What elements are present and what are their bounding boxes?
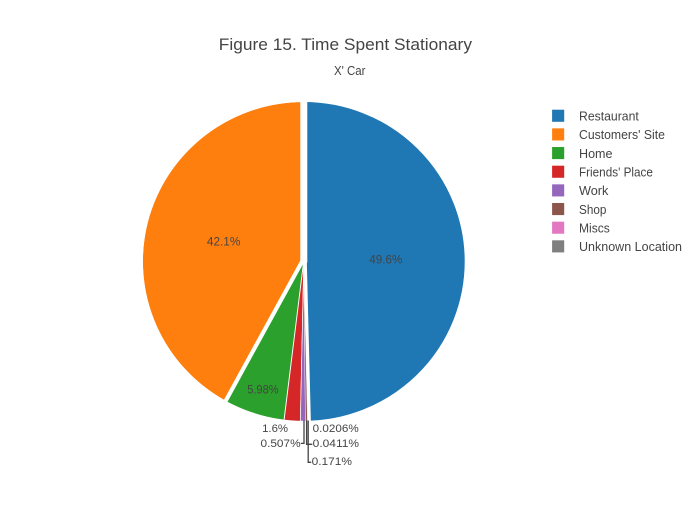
svg-text:0.0411%: 0.0411% [313, 438, 360, 450]
svg-text:X' Car: X' Car [334, 63, 366, 78]
svg-text:5.98%: 5.98% [247, 383, 279, 397]
svg-text:Restaurant: Restaurant [579, 109, 639, 124]
svg-text:0.171%: 0.171% [312, 456, 353, 468]
svg-text:42.1%: 42.1% [207, 234, 241, 248]
svg-text:Work: Work [579, 183, 609, 198]
svg-text:Unknown Location: Unknown Location [579, 239, 682, 254]
svg-text:0.507%: 0.507% [261, 438, 301, 450]
svg-text:Home: Home [579, 146, 613, 161]
svg-text:49.6%: 49.6% [369, 252, 402, 266]
svg-text:Figure 15. Time Spent Stationa: Figure 15. Time Spent Stationary [219, 35, 473, 54]
svg-text:1.6%: 1.6% [262, 423, 288, 435]
svg-text:Customers' Site: Customers' Site [579, 127, 665, 142]
svg-text:Friends' Place: Friends' Place [579, 164, 653, 179]
svg-text:Shop: Shop [579, 202, 606, 217]
svg-text:Miscs: Miscs [579, 220, 610, 235]
svg-text:0.0206%: 0.0206% [313, 423, 359, 435]
